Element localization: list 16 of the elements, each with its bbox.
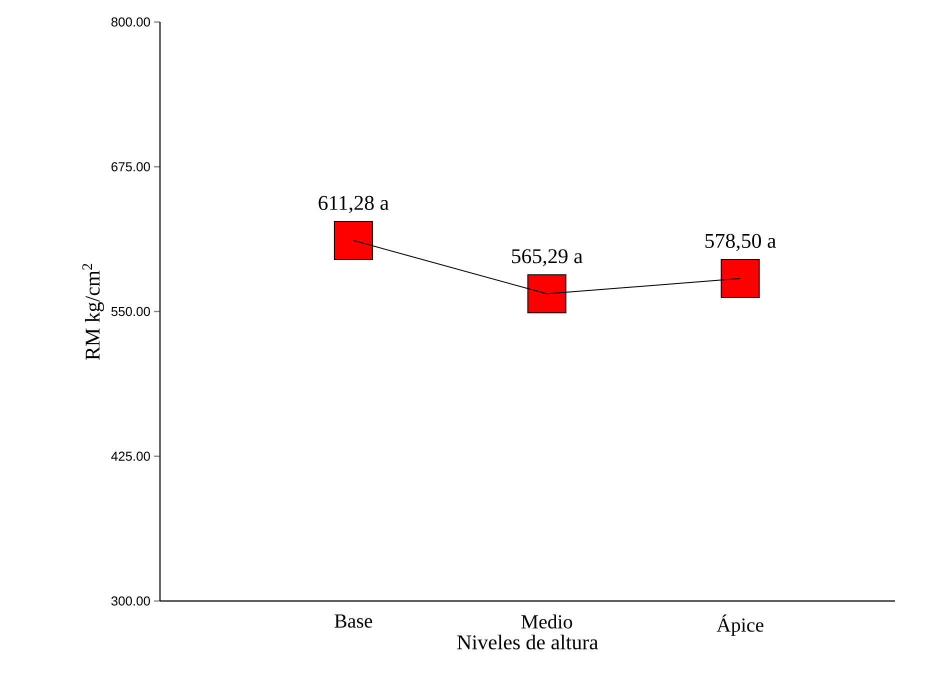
data-label: 578,50 a [705, 234, 776, 251]
y-tick-label: 300.00 [111, 596, 150, 606]
x-axis-title: Niveles de altura [457, 634, 598, 650]
x-tick-label: Ápice [716, 614, 764, 636]
point [527, 274, 566, 314]
data-label: 611,28 a [318, 196, 389, 214]
y-tick-label: 550.00 [111, 306, 150, 316]
point [720, 258, 760, 298]
x-tick-label: Base [334, 614, 372, 628]
y-axis-title: RM kg/cm$^{2}$ [82, 264, 104, 360]
y-tick-label: 800.00 [111, 17, 150, 27]
point [334, 221, 373, 260]
data-label: 565,29 a [512, 249, 583, 266]
y-tick-label: 675.00 [112, 162, 150, 172]
x-tick-label: Medio [521, 614, 572, 629]
y-tick-label: 425.00 [111, 452, 150, 461]
